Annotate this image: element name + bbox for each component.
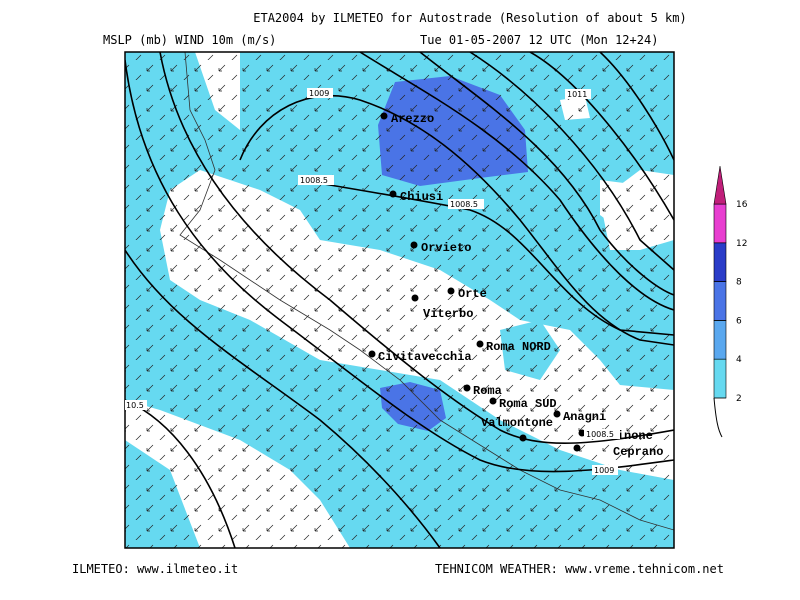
city-label: Roma <box>473 384 502 398</box>
city-label: Arezzo <box>391 112 434 126</box>
isobar-label: 1008.5 <box>450 200 478 209</box>
cities: Arezzo Chiusi Orvieto Orte Viterbo Roma … <box>368 112 663 459</box>
city: Ceprano <box>573 444 663 459</box>
legend-swatch <box>713 358 727 399</box>
fields: MSLP (mb) WIND 10m (m/s) <box>103 33 276 47</box>
title: ETA2004 by ILMETEO for Autostrade (Resol… <box>253 11 686 25</box>
footer-right: TEHNICOM WEATHER: www.vreme.tehnicom.net <box>435 562 724 576</box>
city: Arezzo <box>380 112 434 126</box>
city: Anagni <box>553 410 606 424</box>
city: Roma SUD <box>489 397 557 411</box>
isobar-labels: 1009 1011 1008.5 1008.5 10.5 1008.5 1009 <box>125 88 620 475</box>
map-frame <box>124 51 675 549</box>
legend-swatch <box>713 281 727 321</box>
city: Orvieto <box>410 241 471 255</box>
footer-left: ILMETEO: www.ilmeteo.it <box>72 562 238 576</box>
coastline <box>179 52 674 531</box>
legend-tick-label: 8 <box>736 278 742 288</box>
legend-tick-label: 6 <box>736 316 742 326</box>
city: Viterbo <box>411 294 473 321</box>
city-label: Civitavecchia <box>378 350 472 364</box>
city-label: Ceprano <box>613 445 663 459</box>
city: Chiusi <box>389 190 443 204</box>
isobar-label: 1009 <box>309 89 329 98</box>
city-label: Anagni <box>563 410 606 424</box>
isobar-label: 10.5 <box>126 401 144 410</box>
city: Civitavecchia <box>368 350 472 364</box>
city: Orte <box>447 287 487 301</box>
isobar-label: 1011 <box>567 90 587 99</box>
city-label: Roma SUD <box>499 397 557 411</box>
city-label: Roma NORD <box>486 340 551 354</box>
color-legend: 2 4 6 8 12 16 <box>713 165 748 404</box>
legend-overflow <box>713 165 727 205</box>
wind-arrows <box>125 52 674 548</box>
legend-tail <box>713 397 723 438</box>
isobar-label: 1008.5 <box>300 176 328 185</box>
legend-swatch <box>713 203 727 244</box>
city-label: Viterbo <box>423 307 473 321</box>
isobar-label: 1008.5 <box>586 430 614 439</box>
legend-swatch <box>713 320 727 360</box>
valid-time: Tue 01-05-2007 12 UTC (Mon 12+24) <box>420 33 658 47</box>
isobar-label: 1009 <box>594 466 614 475</box>
city: Valmontone <box>481 416 553 442</box>
legend-tick-label: 16 <box>736 200 748 210</box>
map-area <box>125 52 674 548</box>
legend-swatch <box>713 242 727 282</box>
city: Roma <box>463 384 502 398</box>
city-label: Valmontone <box>481 416 553 430</box>
legend-tick-label: 4 <box>736 355 742 365</box>
city-label: Chiusi <box>400 190 443 204</box>
legend-tick-label: 2 <box>736 394 742 404</box>
city-label: Orvieto <box>421 241 471 255</box>
city: Roma NORD <box>476 340 551 354</box>
legend-tick-label: 12 <box>736 239 747 249</box>
city-label: Orte <box>458 287 487 301</box>
